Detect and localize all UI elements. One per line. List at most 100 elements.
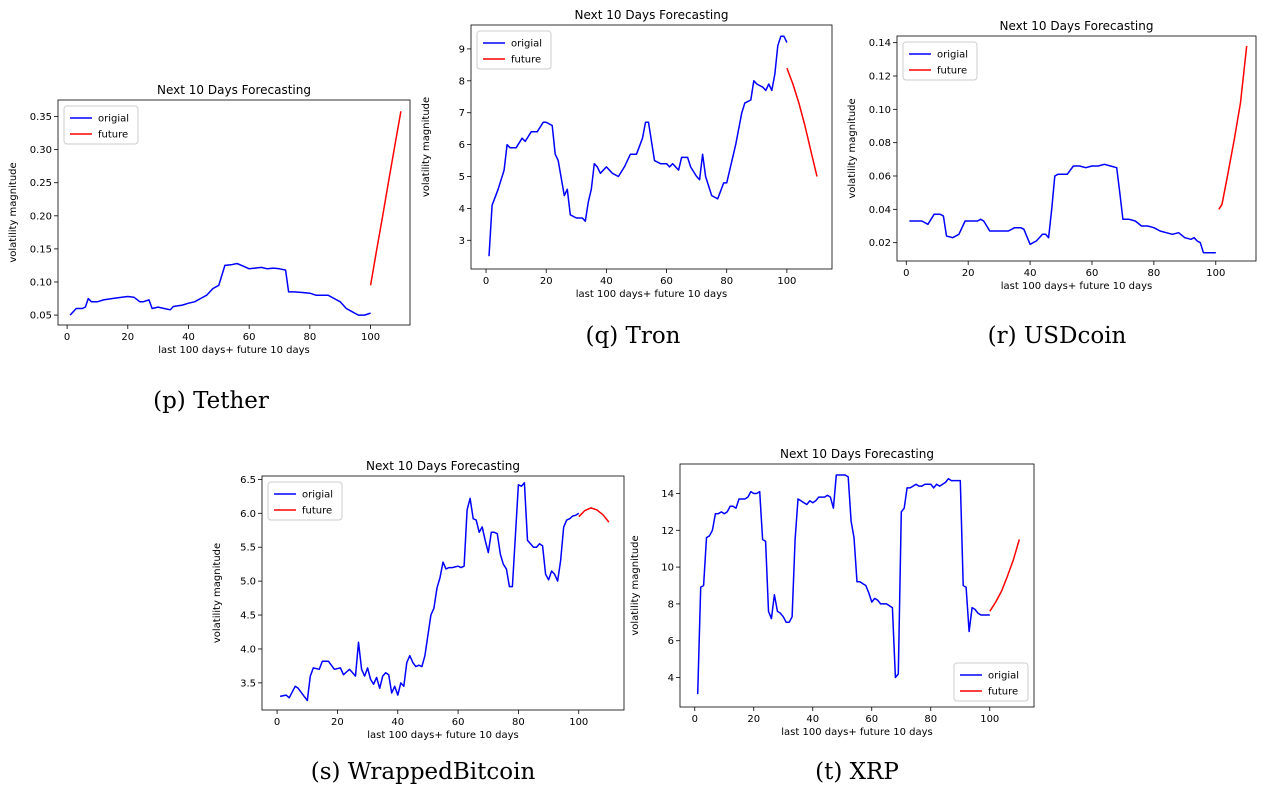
chart-svg-wrappedbitcoin: Next 10 Days Forecasting 0 20 40 60 80 100 3.5 4… [212, 459, 625, 741]
xrp-legend-label-future: future [988, 687, 1018, 698]
xrp-ytick-label-5: 14 [661, 489, 674, 500]
wbtc-legend-label-origial: origial [302, 490, 333, 501]
tron-ytick-label-6: 9 [459, 44, 465, 55]
usdcoin-ytick-label-5: 0.12 [869, 72, 891, 83]
caption-tron: (q) Tron [585, 323, 681, 349]
usdcoin-xtick-label-1: 20 [962, 268, 975, 279]
tron-ytick-label-0: 3 [459, 236, 465, 247]
usdcoin-xtick-label-2: 40 [1024, 268, 1037, 279]
xrp-xtick-label-4: 80 [924, 714, 937, 725]
tether-plot-frame [57, 99, 411, 326]
tron-chart-title: Next 10 Days Forecasting [575, 8, 729, 22]
xrp-xtick-label-1: 20 [747, 714, 760, 725]
tron-xtick-label-5: 100 [777, 276, 796, 287]
tron-x-axis-label: last 100 days+ future 10 days [576, 289, 728, 300]
usdcoin-ytick-label-6: 0.14 [869, 38, 891, 49]
tether-x-axis-label: last 100 days+ future 10 days [158, 345, 310, 356]
tron-xtick-label-3: 60 [660, 276, 673, 287]
tether-ytick-label-0: 0.05 [30, 311, 52, 322]
chart-panel-usdcoin: Next 10 Days Forecasting 0 20 40 60 80 100 0.02… [845, 14, 1262, 314]
wbtc-xtick-label-4: 80 [512, 717, 525, 728]
usdcoin-ytick-label-0: 0.02 [869, 238, 891, 249]
tron-ytick-label-1: 4 [459, 204, 465, 215]
chart-svg-tether: Next 10 Days Forecasting 0 20 40 60 80 100 0.05… [8, 83, 411, 356]
wbtc-chart-title: Next 10 Days Forecasting [366, 459, 520, 473]
usdcoin-chart-title: Next 10 Days Forecasting [1000, 19, 1154, 33]
wbtc-xtick-label-3: 60 [452, 717, 465, 728]
usdcoin-legend-label-future: future [937, 66, 967, 77]
wbtc-legend-label-future: future [302, 506, 332, 517]
usdcoin-ytick-label-2: 0.06 [869, 172, 891, 183]
tron-xtick-label-2: 40 [600, 276, 613, 287]
wbtc-ytick-label-5: 6.0 [240, 509, 256, 520]
tether-ytick-label-1: 0.10 [30, 277, 52, 288]
xrp-ytick-label-1: 6 [668, 636, 674, 647]
xrp-xtick-label-5: 100 [980, 714, 999, 725]
tron-legend-label-future: future [511, 55, 541, 66]
caption-xrp: (t) XRP [815, 759, 899, 785]
xrp-plot-frame [679, 463, 1035, 708]
tether-y-axis-label: volatility magnitude [8, 162, 19, 262]
wbtc-ytick-label-3: 5.0 [240, 577, 256, 588]
tether-xtick-label-1: 20 [121, 332, 134, 343]
wbtc-xtick-label-1: 20 [331, 717, 344, 728]
tether-legend-label-future: future [98, 130, 128, 141]
caption-wrappedbitcoin: (s) WrappedBitcoin [310, 759, 536, 785]
chart-svg-xrp: Next 10 Days Forecasting 0 20 40 60 80 100 4 6 8 1… [630, 447, 1035, 738]
usdcoin-plot-frame [896, 35, 1257, 262]
xrp-legend-label-origial: origial [988, 671, 1019, 682]
tether-chart-title: Next 10 Days Forecasting [157, 83, 311, 97]
usdcoin-legend-label-origial: origial [937, 50, 968, 61]
wbtc-ytick-label-2: 4.5 [240, 611, 256, 622]
tron-ytick-label-3: 6 [459, 140, 465, 151]
wbtc-xtick-label-5: 100 [569, 717, 588, 728]
tron-plot-frame [470, 24, 833, 270]
wbtc-ytick-label-6: 6.5 [240, 475, 256, 486]
tether-ytick-label-2: 0.15 [30, 244, 52, 255]
tron-xtick-label-4: 80 [720, 276, 733, 287]
tether-xtick-label-2: 40 [182, 332, 195, 343]
xrp-ytick-label-2: 8 [668, 599, 674, 610]
tether-xtick-label-0: 0 [64, 332, 70, 343]
tether-ytick-label-3: 0.20 [30, 211, 52, 222]
chart-panel-tether: Next 10 Days Forecasting 0 20 40 60 80 100 0.05… [0, 78, 420, 378]
chart-svg-tron: Next 10 Days Forecasting 0 20 40 60 80 100 3 4 5 6… [421, 8, 833, 300]
usdcoin-xtick-label-0: 0 [903, 268, 909, 279]
tron-ytick-label-4: 7 [459, 108, 465, 119]
usdcoin-series-origial-line [909, 163, 1216, 254]
caption-tether: (p) Tether [153, 388, 269, 414]
usdcoin-y-axis-label: volatility magnitude [847, 98, 858, 198]
wbtc-xtick-label-2: 40 [391, 717, 404, 728]
wbtc-ytick-label-4: 5.5 [240, 543, 256, 554]
wbtc-plot-frame [261, 475, 625, 711]
chart-panel-wrappedbitcoin: Next 10 Days Forecasting 0 20 40 60 80 100 3.5 4… [212, 454, 638, 754]
usdcoin-xtick-label-3: 60 [1086, 268, 1099, 279]
caption-usdcoin: (r) USDcoin [987, 323, 1127, 349]
usdcoin-xtick-label-4: 80 [1148, 268, 1161, 279]
wbtc-xtick-label-0: 0 [274, 717, 280, 728]
xrp-xtick-label-2: 40 [806, 714, 819, 725]
xrp-chart-title: Next 10 Days Forecasting [780, 447, 934, 461]
usdcoin-series-future-line [1218, 45, 1248, 210]
usdcoin-xtick-label-5: 100 [1206, 268, 1225, 279]
tether-series-origial-line [69, 262, 371, 316]
xrp-ytick-label-4: 12 [661, 526, 674, 537]
wbtc-ytick-label-0: 3.5 [240, 678, 256, 689]
wbtc-x-axis-label: last 100 days+ future 10 days [367, 730, 519, 741]
wbtc-y-axis-label: volatility magnitude [212, 543, 223, 643]
usdcoin-ytick-label-4: 0.10 [869, 105, 891, 116]
xrp-ytick-label-3: 10 [661, 563, 674, 574]
tron-xtick-label-1: 20 [540, 276, 553, 287]
tether-ytick-label-4: 0.25 [30, 178, 52, 189]
tron-xtick-label-0: 0 [483, 276, 489, 287]
chart-svg-usdcoin: Next 10 Days Forecasting 0 20 40 60 80 100 0.02… [847, 19, 1257, 292]
tron-series-origial-line [488, 35, 788, 257]
tether-xtick-label-3: 60 [243, 332, 256, 343]
tron-ytick-label-2: 5 [459, 172, 465, 183]
xrp-series-origial-line [696, 474, 990, 695]
xrp-series-future-line [989, 539, 1021, 612]
xrp-xtick-label-3: 60 [865, 714, 878, 725]
xrp-x-axis-label: last 100 days+ future 10 days [781, 727, 933, 738]
tron-ytick-label-5: 8 [459, 76, 465, 87]
chart-panel-tron: Next 10 Days Forecasting 0 20 40 60 80 100 3 4 5 6… [421, 3, 845, 313]
